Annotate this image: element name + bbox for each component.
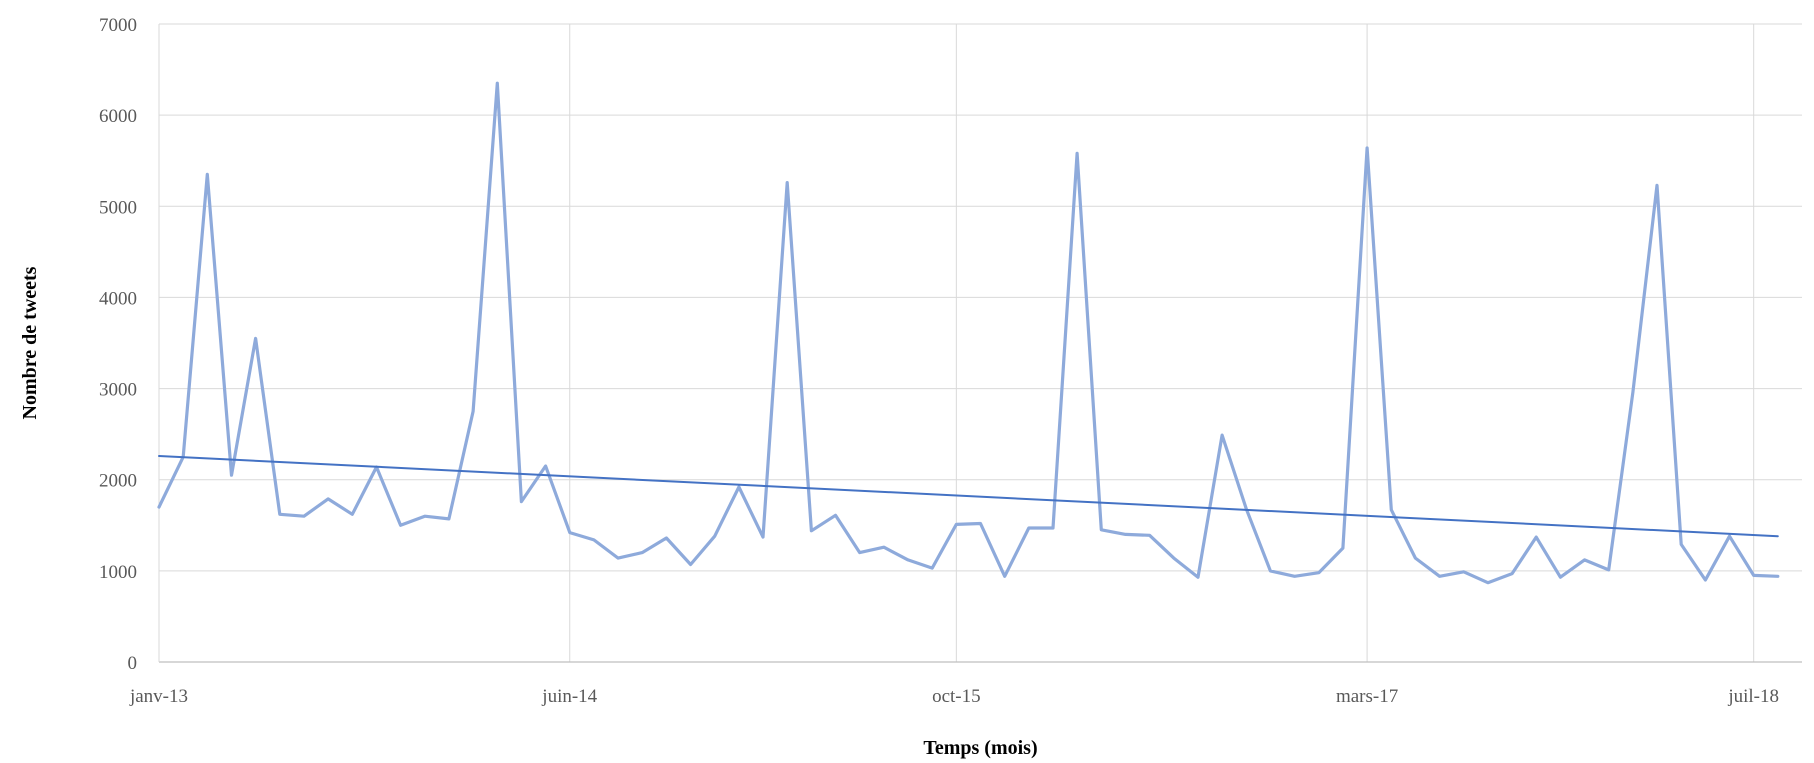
x-tick-label: juin-14 bbox=[541, 686, 597, 707]
x-tick-label: juil-18 bbox=[1727, 686, 1779, 707]
x-tick-label: mars-17 bbox=[1336, 686, 1398, 707]
x-tick-label: oct-15 bbox=[932, 686, 981, 707]
gridlines bbox=[159, 23, 1802, 662]
y-axis-title: Nombre de tweets bbox=[19, 266, 41, 419]
y-tick-label: 6000 bbox=[99, 106, 137, 127]
y-tick-label: 1000 bbox=[99, 562, 137, 583]
y-tick-label: 5000 bbox=[99, 197, 137, 218]
trendline bbox=[158, 455, 1779, 538]
y-tick-label: 0 bbox=[128, 653, 138, 674]
y-tick-label: 7000 bbox=[99, 15, 137, 36]
series-line-tweets bbox=[157, 81, 1780, 585]
y-tick-label: 4000 bbox=[99, 288, 137, 309]
tick-labels: 0 1000 2000 3000 4000 5000 6000 7000 janv-13 juin… bbox=[99, 15, 1779, 707]
x-axis-title: Temps (mois) bbox=[923, 737, 1037, 759]
series-lines bbox=[157, 81, 1780, 585]
y-tick-label: 2000 bbox=[99, 471, 137, 492]
y-tick-label: 3000 bbox=[99, 380, 137, 401]
x-tick-label: janv-13 bbox=[129, 686, 188, 707]
axes bbox=[158, 24, 1802, 663]
